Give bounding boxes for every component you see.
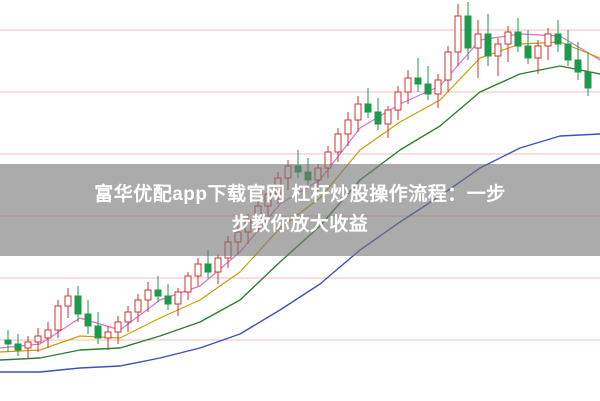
candle-body [414, 77, 422, 85]
candle-body [24, 341, 32, 349]
candle-body [154, 289, 162, 297]
candle-body [544, 33, 552, 47]
candle-body [104, 331, 112, 339]
candle-body [344, 119, 352, 135]
ma-line-ma-extra [0, 133, 600, 373]
candle-body [144, 289, 152, 301]
candle-body [334, 133, 342, 153]
candle-body [364, 103, 372, 113]
candle-body [554, 33, 562, 45]
candle-body [384, 109, 392, 125]
candle-body [504, 31, 512, 45]
candle-body [524, 45, 532, 59]
candle-body [484, 33, 492, 57]
candle-body [34, 335, 42, 343]
overlay-title-line-1: 富华优配app下载官网 杠杆炒股操作流程：一步 [94, 184, 506, 205]
candle-body [94, 325, 102, 339]
candle-body [54, 305, 62, 331]
candle-body [434, 79, 442, 95]
overlay-title-line-2: 步教你放大收益 [231, 214, 369, 235]
candle-body [64, 295, 72, 307]
candle-body [14, 343, 22, 351]
candle-body [534, 45, 542, 59]
candle-body [394, 91, 402, 111]
candle-body [574, 59, 582, 73]
candle-body [424, 83, 432, 95]
candle-body [494, 43, 502, 57]
candle-body [134, 299, 142, 313]
candle-body [374, 111, 382, 125]
candle-body [164, 295, 172, 305]
candle-body [194, 263, 202, 277]
candle-body [354, 103, 362, 121]
candle-body [114, 321, 122, 333]
candle-body [564, 43, 572, 61]
candle-body [44, 329, 52, 339]
candle-body [214, 257, 222, 273]
candle-body [444, 51, 452, 81]
candle-body [184, 275, 192, 293]
candle-body [124, 311, 132, 323]
candle-body [454, 15, 462, 53]
candle-body [464, 15, 472, 49]
candle-body [474, 33, 482, 49]
candle-body [84, 313, 92, 327]
candle-body [584, 71, 592, 89]
title-overlay-band: 富华优配app下载官网 杠杆炒股操作流程：一步 步教你放大收益 [0, 164, 600, 256]
candle-body [514, 31, 522, 47]
candle-body [4, 339, 12, 345]
candle-body [204, 263, 212, 273]
candle-body [74, 295, 82, 315]
candle-body [404, 77, 412, 93]
candle-body [174, 291, 182, 305]
